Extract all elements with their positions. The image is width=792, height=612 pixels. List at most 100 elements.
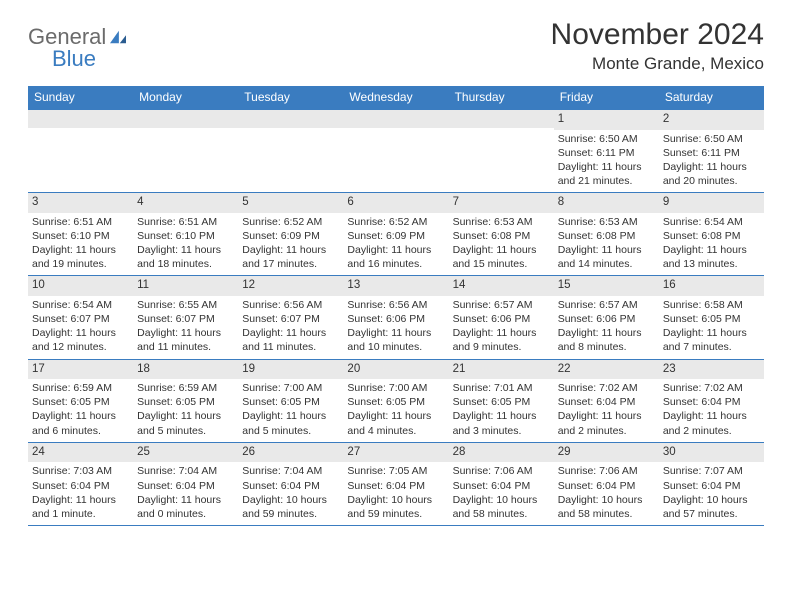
sunset-text: Sunset: 6:04 PM: [558, 395, 655, 409]
day-number: [343, 110, 448, 128]
day-number: 8: [554, 193, 659, 213]
sunrise-text: Sunrise: 6:57 AM: [453, 298, 550, 312]
daylight-text: Daylight: 11 hours and 3 minutes.: [453, 409, 550, 437]
sunrise-text: Sunrise: 6:52 AM: [347, 215, 444, 229]
day-cell: 15 Sunrise: 6:57 AMSunset: 6:06 PMDayligh…: [554, 276, 659, 358]
sunset-text: Sunset: 6:09 PM: [347, 229, 444, 243]
dow-label: Friday: [554, 86, 659, 109]
dow-label: Wednesday: [343, 86, 448, 109]
dow-label: Tuesday: [238, 86, 343, 109]
day-number: [133, 110, 238, 128]
day-number: 20: [343, 360, 448, 380]
sunset-text: Sunset: 6:04 PM: [347, 479, 444, 493]
sunrise-text: Sunrise: 6:53 AM: [558, 215, 655, 229]
day-cell: 12Sunrise: 6:56 AMSunset: 6:07 PMDayligh…: [238, 276, 343, 358]
day-number: 24: [28, 443, 133, 463]
day-number: 10: [28, 276, 133, 296]
calendar-week: 1Sunrise: 6:50 AMSunset: 6:11 PMDaylight…: [28, 109, 764, 192]
day-cell: 2Sunrise: 6:50 AMSunset: 6:11 PMDaylight…: [659, 110, 764, 192]
logo-text-blue: Blue: [52, 46, 96, 72]
daylight-text: Daylight: 11 hours and 5 minutes.: [137, 409, 234, 437]
sunrise-text: Sunrise: 7:00 AM: [347, 381, 444, 395]
day-number: 23: [659, 360, 764, 380]
day-number: 4: [133, 193, 238, 213]
day-number: 29: [554, 443, 659, 463]
sunrise-text: Sunrise: 6:51 AM: [137, 215, 234, 229]
title-block: November 2024 Monte Grande, Mexico: [551, 18, 764, 74]
daylight-text: Daylight: 10 hours and 57 minutes.: [663, 493, 760, 521]
day-cell: 21Sunrise: 7:01 AMSunset: 6:05 PMDayligh…: [449, 360, 554, 442]
daylight-text: Daylight: 11 hours and 5 minutes.: [242, 409, 339, 437]
daylight-text: Daylight: 11 hours and 21 minutes.: [558, 160, 655, 188]
daylight-text: Daylight: 11 hours and 2 minutes.: [558, 409, 655, 437]
daylight-text: Daylight: 10 hours and 58 minutes.: [453, 493, 550, 521]
day-cell: 24Sunrise: 7:03 AMSunset: 6:04 PMDayligh…: [28, 443, 133, 525]
sunset-text: Sunset: 6:05 PM: [32, 395, 129, 409]
sunrise-text: Sunrise: 7:02 AM: [663, 381, 760, 395]
page-header: GeneralBlue November 2024 Monte Grande, …: [28, 18, 764, 74]
sunset-text: Sunset: 6:04 PM: [137, 479, 234, 493]
daylight-text: Daylight: 11 hours and 7 minutes.: [663, 326, 760, 354]
day-number: 26: [238, 443, 343, 463]
day-number: 17: [28, 360, 133, 380]
day-cell: 10Sunrise: 6:54 AMSunset: 6:07 PMDayligh…: [28, 276, 133, 358]
day-cell: 25Sunrise: 7:04 AMSunset: 6:04 PMDayligh…: [133, 443, 238, 525]
sunrise-text: Sunrise: 7:03 AM: [32, 464, 129, 478]
daylight-text: Daylight: 11 hours and 2 minutes.: [663, 409, 760, 437]
sunrise-text: Sunrise: 6:57 AM: [558, 298, 655, 312]
sunset-text: Sunset: 6:05 PM: [663, 312, 760, 326]
day-number: 19: [238, 360, 343, 380]
day-of-week-header: SundayMondayTuesdayWednesdayThursdayFrid…: [28, 86, 764, 109]
sunrise-text: Sunrise: 6:51 AM: [32, 215, 129, 229]
day-number: 25: [133, 443, 238, 463]
sunrise-text: Sunrise: 6:53 AM: [453, 215, 550, 229]
day-cell: 9Sunrise: 6:54 AMSunset: 6:08 PMDaylight…: [659, 193, 764, 275]
daylight-text: Daylight: 11 hours and 13 minutes.: [663, 243, 760, 271]
dow-label: Thursday: [449, 86, 554, 109]
daylight-text: Daylight: 11 hours and 8 minutes.: [558, 326, 655, 354]
day-cell: 19Sunrise: 7:00 AMSunset: 6:05 PMDayligh…: [238, 360, 343, 442]
sunset-text: Sunset: 6:11 PM: [558, 146, 655, 160]
day-number: 5: [238, 193, 343, 213]
daylight-text: Daylight: 11 hours and 11 minutes.: [137, 326, 234, 354]
sunset-text: Sunset: 6:05 PM: [242, 395, 339, 409]
logo-sail-icon: [108, 29, 128, 50]
daylight-text: Daylight: 11 hours and 17 minutes.: [242, 243, 339, 271]
day-number: [449, 110, 554, 128]
sunrise-text: Sunrise: 7:05 AM: [347, 464, 444, 478]
sunset-text: Sunset: 6:07 PM: [32, 312, 129, 326]
calendar-week: 3Sunrise: 6:51 AMSunset: 6:10 PMDaylight…: [28, 192, 764, 275]
day-cell: 3Sunrise: 6:51 AMSunset: 6:10 PMDaylight…: [28, 193, 133, 275]
day-cell: 13Sunrise: 6:56 AMSunset: 6:06 PMDayligh…: [343, 276, 448, 358]
sunrise-text: Sunrise: 6:58 AM: [663, 298, 760, 312]
sunrise-text: Sunrise: 6:54 AM: [663, 215, 760, 229]
sunset-text: Sunset: 6:08 PM: [453, 229, 550, 243]
sunrise-text: Sunrise: 7:00 AM: [242, 381, 339, 395]
day-number: 15: [554, 276, 659, 296]
sunset-text: Sunset: 6:05 PM: [453, 395, 550, 409]
day-cell: 23Sunrise: 7:02 AMSunset: 6:04 PMDayligh…: [659, 360, 764, 442]
day-number: 14: [449, 276, 554, 296]
day-number: 2: [659, 110, 764, 130]
day-number: 13: [343, 276, 448, 296]
sunrise-text: Sunrise: 7:04 AM: [137, 464, 234, 478]
sunrise-text: Sunrise: 6:59 AM: [137, 381, 234, 395]
sunset-text: Sunset: 6:04 PM: [558, 479, 655, 493]
calendar-grid: SundayMondayTuesdayWednesdayThursdayFrid…: [28, 86, 764, 526]
sunset-text: Sunset: 6:06 PM: [558, 312, 655, 326]
day-cell: 27Sunrise: 7:05 AMSunset: 6:04 PMDayligh…: [343, 443, 448, 525]
daylight-text: Daylight: 11 hours and 11 minutes.: [242, 326, 339, 354]
day-cell: 16Sunrise: 6:58 AMSunset: 6:05 PMDayligh…: [659, 276, 764, 358]
day-cell: 11Sunrise: 6:55 AMSunset: 6:07 PMDayligh…: [133, 276, 238, 358]
empty-cell: [343, 110, 448, 192]
day-number: 11: [133, 276, 238, 296]
sunset-text: Sunset: 6:11 PM: [663, 146, 760, 160]
day-cell: 17Sunrise: 6:59 AMSunset: 6:05 PMDayligh…: [28, 360, 133, 442]
sunrise-text: Sunrise: 6:50 AM: [663, 132, 760, 146]
sunset-text: Sunset: 6:04 PM: [663, 395, 760, 409]
sunrise-text: Sunrise: 6:59 AM: [32, 381, 129, 395]
day-cell: 18Sunrise: 6:59 AMSunset: 6:05 PMDayligh…: [133, 360, 238, 442]
calendar-week: 17Sunrise: 6:59 AMSunset: 6:05 PMDayligh…: [28, 359, 764, 442]
daylight-text: Daylight: 11 hours and 16 minutes.: [347, 243, 444, 271]
sunrise-text: Sunrise: 6:54 AM: [32, 298, 129, 312]
